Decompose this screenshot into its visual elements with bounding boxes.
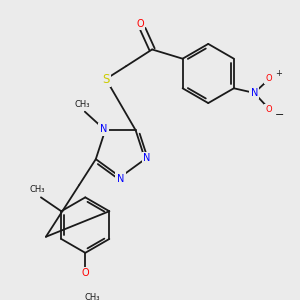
Text: O: O <box>266 74 272 82</box>
Text: CH₃: CH₃ <box>29 185 45 194</box>
Text: CH₃: CH₃ <box>85 293 100 300</box>
Text: N: N <box>100 124 107 134</box>
Text: +: + <box>275 69 282 78</box>
Text: N: N <box>143 153 151 163</box>
Text: CH₃: CH₃ <box>74 100 90 109</box>
Text: O: O <box>82 268 89 278</box>
Text: O: O <box>266 105 272 114</box>
Text: −: − <box>274 110 284 120</box>
Text: N: N <box>117 174 124 184</box>
Text: N: N <box>250 88 258 98</box>
Text: O: O <box>136 19 144 28</box>
Text: S: S <box>102 73 110 85</box>
